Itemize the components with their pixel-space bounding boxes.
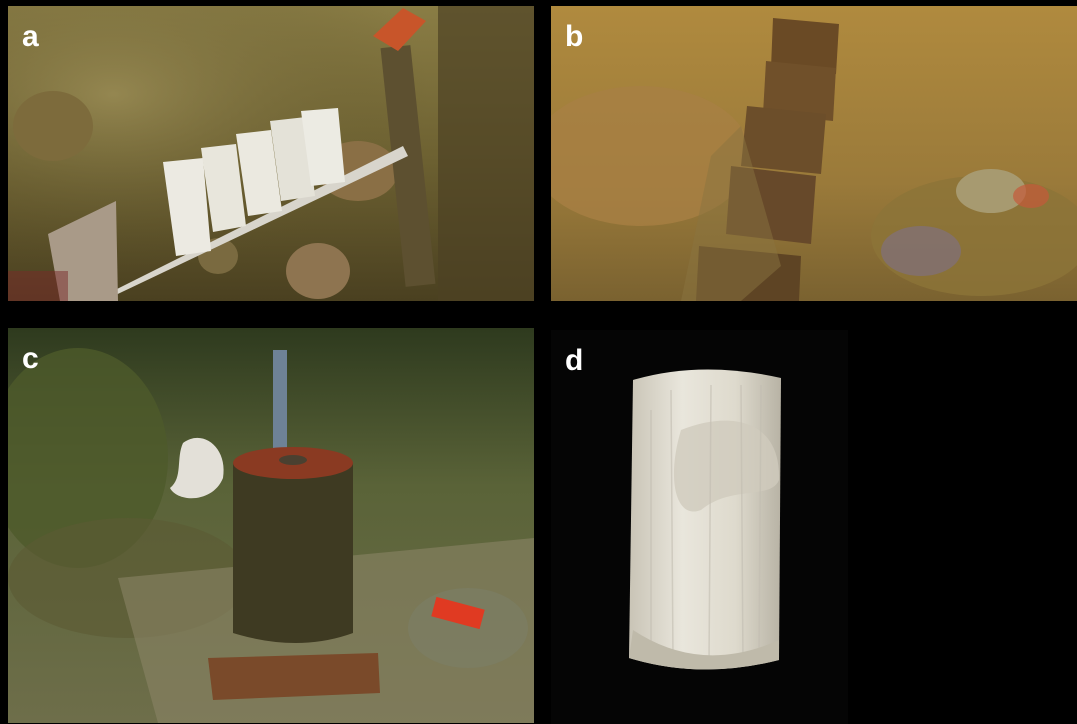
photo-panel-b-image: [551, 6, 1077, 301]
panel-label-c: c: [22, 342, 39, 375]
photo-panel-b: b: [551, 6, 1077, 301]
panel-label-a: a: [22, 20, 39, 53]
photo-panel-c: c: [8, 328, 534, 723]
photo-panel-d: d: [551, 330, 848, 724]
panel-label-b: b: [565, 20, 584, 53]
panel-label-d: d: [565, 344, 584, 377]
photo-panel-a: a: [8, 6, 534, 301]
photo-panel-a-image: [8, 6, 534, 301]
photo-panel-c-image: [8, 328, 534, 723]
photo-panel-d-image: [551, 330, 848, 724]
